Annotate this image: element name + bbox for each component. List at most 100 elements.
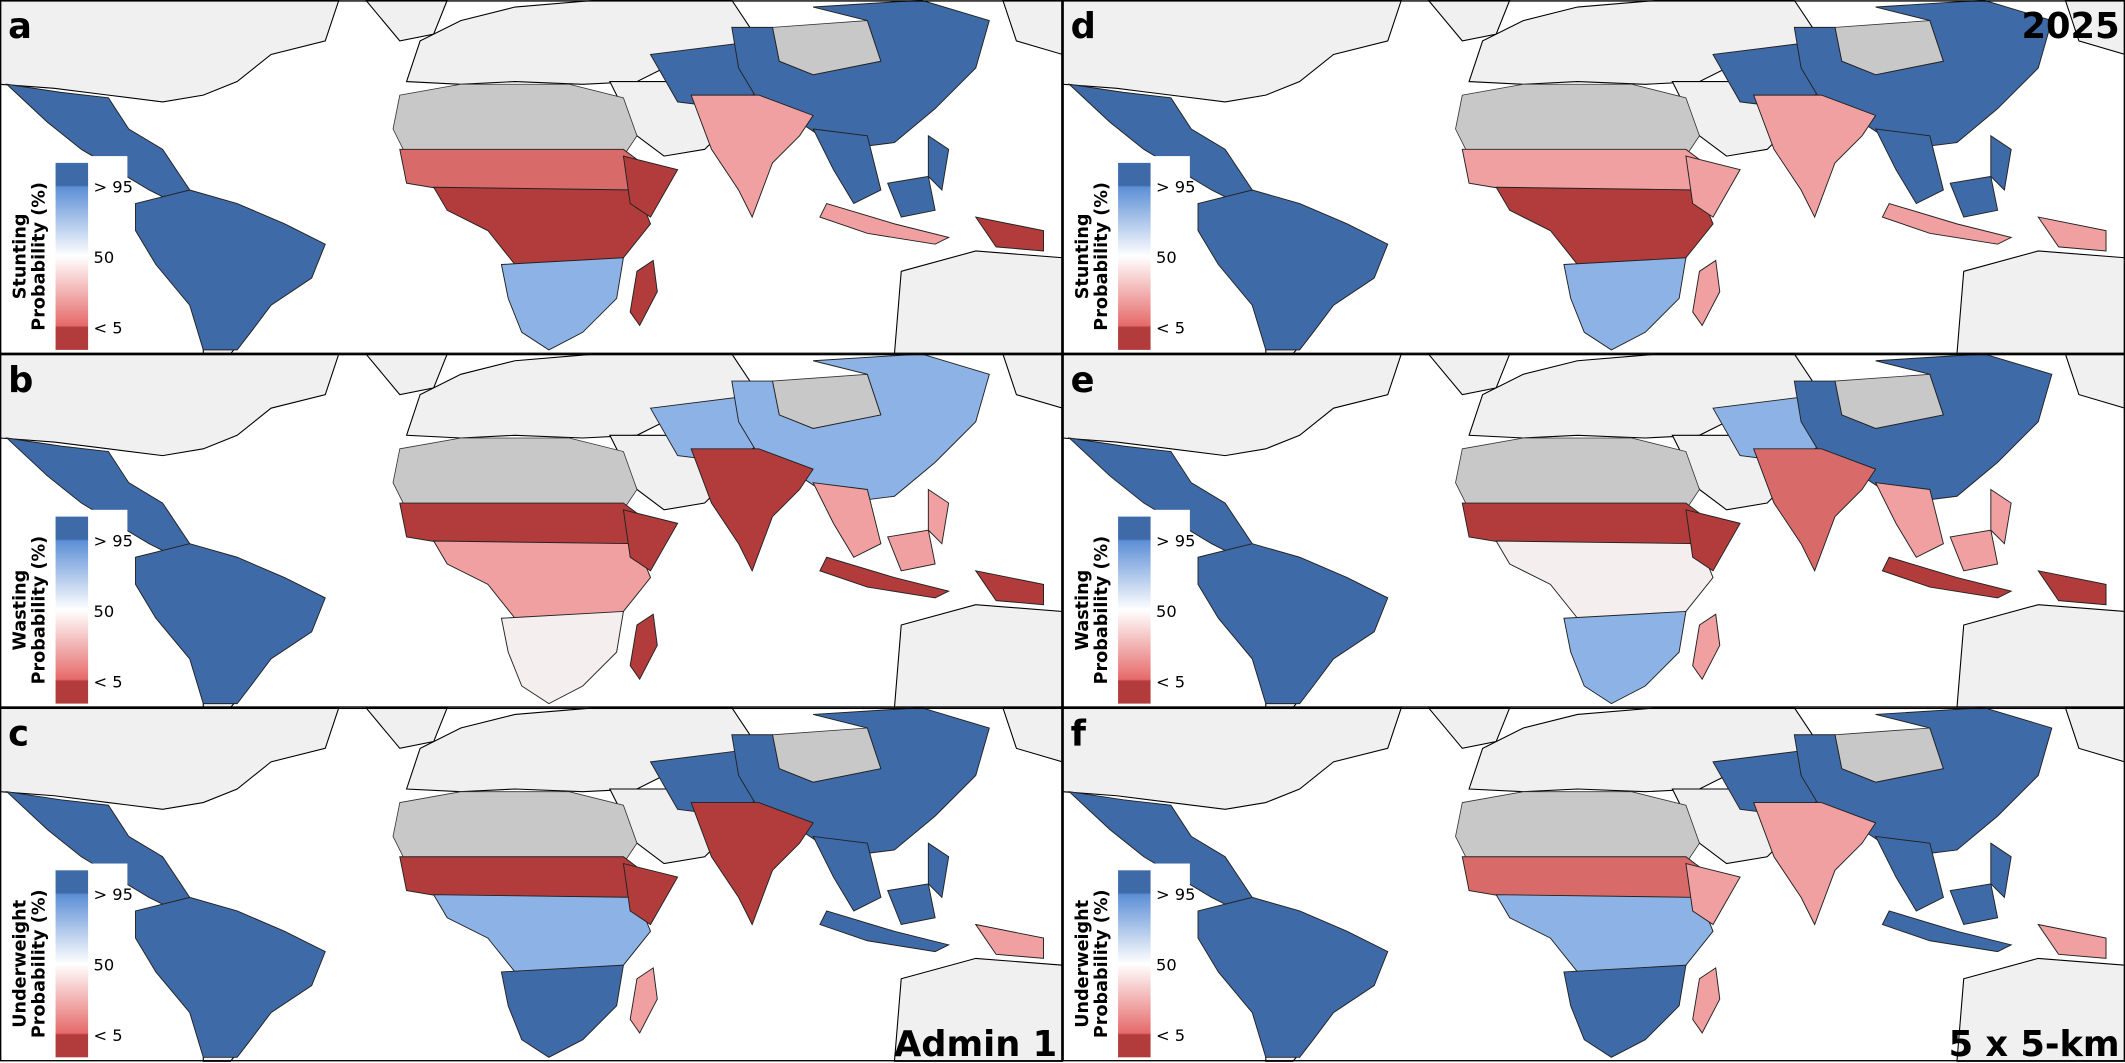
region	[500, 610, 624, 705]
region	[135, 543, 326, 705]
colorbar	[1118, 162, 1151, 350]
landmass	[893, 250, 1064, 355]
region	[819, 556, 951, 599]
panel-label: d	[1071, 6, 1096, 47]
region	[622, 509, 679, 572]
legend-tick-label: < 5	[1156, 672, 1185, 691]
landmass	[1061, 353, 1403, 457]
colorbar	[1118, 516, 1151, 704]
legend-title: Probability (%)	[30, 536, 50, 685]
legend-title: Stunting	[11, 213, 31, 299]
region	[1197, 543, 1389, 705]
legend-tick-label: < 5	[1156, 319, 1185, 338]
region	[1692, 613, 1721, 681]
panel-border	[1062, 0, 2125, 354]
region	[690, 802, 814, 926]
colorbar	[1118, 870, 1151, 1058]
landmass	[0, 353, 340, 457]
region	[1563, 257, 1687, 351]
panel-label: e	[1071, 360, 1095, 401]
region	[1692, 259, 1721, 327]
no-data-region	[392, 437, 638, 515]
panel-border	[1062, 353, 2125, 708]
panel-label: a	[8, 6, 32, 47]
landmass	[1956, 604, 2125, 709]
region	[1197, 896, 1389, 1058]
region	[2037, 216, 2107, 252]
legend-tick-label: 50	[1156, 248, 1177, 267]
legend-title: Underweight	[11, 899, 31, 1027]
legend-title: Wasting	[11, 570, 31, 651]
region	[812, 835, 950, 926]
no-data-region	[392, 791, 638, 869]
no-data-region	[1455, 791, 1700, 869]
legend-tick-label: < 5	[94, 319, 123, 338]
landmass	[1061, 0, 1402, 103]
region	[1563, 610, 1687, 705]
region	[135, 189, 326, 351]
legend-title: Underweight	[1073, 899, 1093, 1027]
region	[812, 128, 950, 218]
panel-label: f	[1071, 714, 1087, 755]
resolution-label: 5 x 5-km	[1949, 1024, 2120, 1063]
legend-title: Probability (%)	[30, 889, 50, 1038]
panel-border	[1062, 707, 2125, 1062]
region	[812, 482, 950, 572]
legend-tick-label: > 95	[94, 531, 133, 550]
legend-title: Probability (%)	[30, 182, 50, 331]
region	[819, 910, 951, 953]
legend-tick-label: > 95	[1156, 178, 1195, 197]
region	[1563, 964, 1687, 1058]
landmass	[0, 0, 340, 103]
region	[629, 967, 658, 1034]
region	[500, 257, 624, 351]
legend-title: Wasting	[1073, 570, 1093, 651]
legend-tick-label: < 5	[94, 672, 123, 691]
region	[1881, 910, 2013, 953]
landmass	[893, 604, 1064, 709]
legend-tick-label: > 95	[1156, 885, 1195, 904]
region	[2037, 923, 2107, 959]
region	[1881, 556, 2013, 599]
region	[1197, 189, 1389, 351]
region	[622, 862, 679, 926]
region	[1874, 482, 2012, 572]
legend-tick-label: > 95	[94, 178, 133, 197]
region	[1685, 155, 1741, 218]
resolution-label: Admin 1	[894, 1024, 1057, 1063]
legend-title: Probability (%)	[1092, 536, 1112, 685]
legend-title: Stunting	[1073, 213, 1093, 299]
year-label: 2025	[2022, 6, 2120, 47]
region	[622, 155, 679, 218]
region	[1692, 967, 1721, 1034]
legend-title: Probability (%)	[1092, 889, 1112, 1038]
region	[629, 259, 658, 327]
legend-tick-label: 50	[94, 956, 115, 975]
panel-label: b	[8, 360, 33, 401]
landmass	[1956, 250, 2125, 355]
map-panel: c Admin 1 > 95 50 < 5 UnderweightProbability …	[0, 707, 1064, 1063]
region	[1685, 862, 1741, 926]
panel-label: c	[8, 714, 29, 755]
legend-title: Probability (%)	[1092, 182, 1112, 331]
colorbar	[55, 516, 89, 704]
legend-tick-label: > 95	[94, 885, 133, 904]
legend-tick-label: 50	[94, 602, 115, 621]
region	[974, 570, 1045, 606]
region	[2037, 570, 2107, 606]
panel-border	[0, 707, 1063, 1062]
region	[974, 923, 1045, 959]
region	[690, 94, 814, 219]
region	[1881, 202, 2013, 245]
legend-tick-label: < 5	[1156, 1026, 1185, 1045]
region	[629, 613, 658, 681]
region	[974, 216, 1045, 252]
region	[1874, 835, 2012, 926]
region	[500, 964, 624, 1058]
legend-tick-label: 50	[1156, 602, 1177, 621]
legend-tick-label: 50	[1156, 956, 1177, 975]
